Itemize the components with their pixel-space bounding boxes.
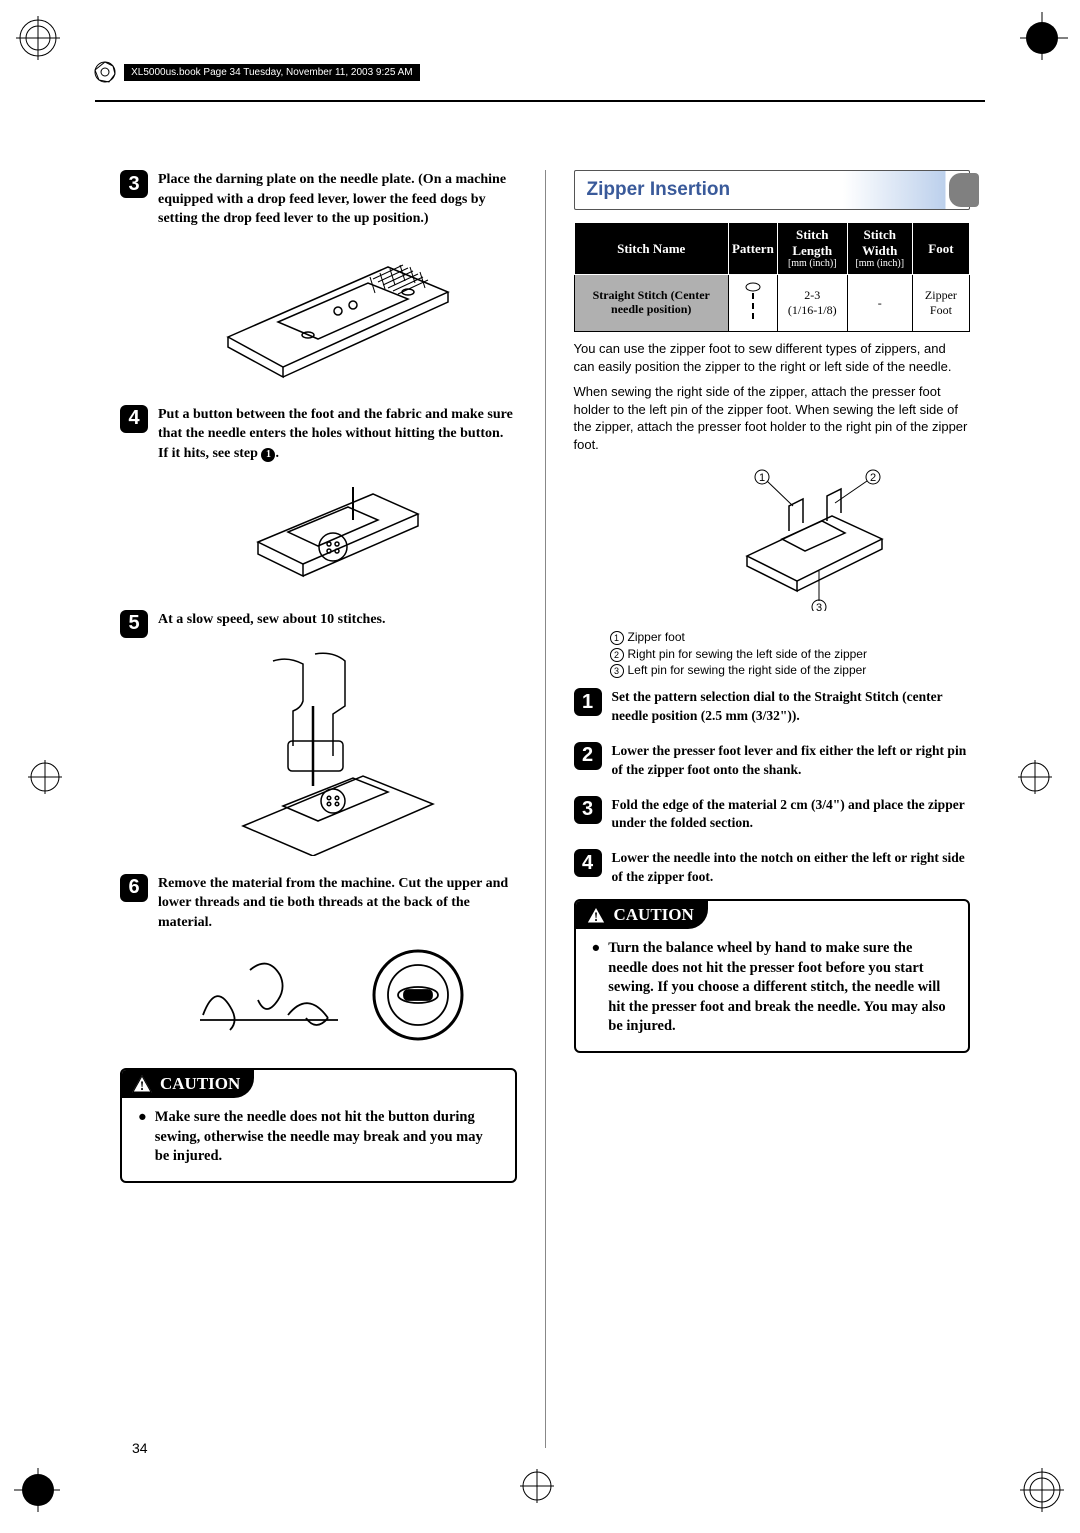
warning-icon: !	[132, 1075, 152, 1093]
left-caution-text: Make sure the needle does not hit the bu…	[155, 1108, 499, 1167]
step-5-text: At a slow speed, sew about 10 stitches.	[158, 610, 386, 638]
step-6-badge: 6	[120, 874, 148, 902]
header-line: XL5000us.book Page 34 Tuesday, November …	[90, 60, 420, 84]
th-name: Stitch Name	[574, 223, 728, 275]
thread-tie-illustration	[160, 940, 517, 1050]
left-caution: ! CAUTION ● Make sure the needle does no…	[120, 1068, 517, 1183]
td-pattern	[728, 275, 777, 332]
step-4: 4 Put a button between the foot and the …	[120, 405, 517, 464]
left-caution-body: ● Make sure the needle does not hit the …	[122, 1098, 515, 1181]
section-tab	[949, 173, 979, 207]
page-number: 34	[132, 1440, 148, 1456]
warning-icon: !	[586, 906, 606, 924]
crop-mark-tl	[0, 0, 60, 60]
r-step-4: 4 Lower the needle into the notch on eit…	[574, 849, 971, 887]
para2: When sewing the right side of the zipper…	[574, 383, 971, 453]
r-step-4-text: Lower the needle into the notch on eithe…	[612, 849, 971, 887]
th-length: Stitch Length[mm (inch)]	[777, 223, 847, 275]
r-step-1-badge: 1	[574, 688, 602, 716]
th-width: Stitch Width[mm (inch)]	[847, 223, 912, 275]
button-foot-illustration	[160, 472, 517, 592]
r-step-1: 1 Set the pattern selection dial to the …	[574, 688, 971, 726]
right-caution-body: ● Turn the balance wheel by hand to make…	[576, 929, 969, 1051]
td-length: 2-3 (1/16-1/8)	[777, 275, 847, 332]
left-caution-title: CAUTION	[160, 1074, 240, 1094]
left-caution-header: ! CAUTION	[122, 1070, 254, 1098]
svg-text:2: 2	[870, 472, 876, 484]
r-step-3-badge: 3	[574, 796, 602, 824]
zipper-foot-illustration: 1 2 3	[644, 461, 971, 611]
legend-1: Zipper foot	[628, 630, 685, 644]
crosshair-bottom	[520, 1469, 554, 1508]
right-caution-title: CAUTION	[614, 905, 694, 925]
step-4-text: Put a button between the foot and the fa…	[158, 405, 517, 464]
step-4-badge: 4	[120, 405, 148, 433]
section-title: Zipper Insertion	[575, 171, 970, 209]
right-caution: ! CAUTION ● Turn the balance wheel by ha…	[574, 899, 971, 1053]
bullet-dot: ●	[138, 1108, 147, 1167]
th-foot: Foot	[912, 223, 969, 275]
r-step-4-badge: 4	[574, 849, 602, 877]
left-column: 3 Place the darning plate on the needle …	[120, 170, 517, 1448]
step-4-main: Put a button between the foot and the fa…	[158, 407, 513, 461]
step-6-text: Remove the material from the machine. Cu…	[158, 874, 517, 933]
crop-mark-br	[1020, 1468, 1080, 1528]
svg-text:1: 1	[759, 472, 765, 484]
td-width: -	[847, 275, 912, 332]
header-text: XL5000us.book Page 34 Tuesday, November …	[124, 64, 420, 81]
darning-plate-illustration	[160, 237, 517, 387]
column-divider	[545, 170, 546, 1448]
td-name: Straight Stitch (Center needle position)	[574, 275, 728, 332]
svg-text:3: 3	[816, 602, 822, 611]
r-step-2: 2 Lower the presser foot lever and fix e…	[574, 742, 971, 780]
section-title-wrap: Zipper Insertion	[574, 170, 971, 210]
legend-3: Left pin for sewing the right side of th…	[628, 663, 867, 677]
bullet-dot: ●	[592, 939, 601, 1037]
step-5: 5 At a slow speed, sew about 10 stitches…	[120, 610, 517, 638]
right-column: Zipper Insertion Stitch Name Pattern Sti…	[574, 170, 971, 1448]
spec-table: Stitch Name Pattern Stitch Length[mm (in…	[574, 222, 971, 332]
legend: 1Zipper foot 2Right pin for sewing the l…	[574, 629, 971, 678]
step-6: 6 Remove the material from the machine. …	[120, 874, 517, 933]
content: 3 Place the darning plate on the needle …	[120, 170, 970, 1448]
r-step-3-text: Fold the edge of the material 2 cm (3/4"…	[612, 796, 971, 834]
legend-2: Right pin for sewing the left side of th…	[628, 647, 867, 661]
right-caution-header: ! CAUTION	[576, 901, 708, 929]
r-step-2-text: Lower the presser foot lever and fix eit…	[612, 742, 971, 780]
step-3: 3 Place the darning plate on the needle …	[120, 170, 517, 229]
step-4-end: .	[275, 446, 279, 461]
svg-text:!: !	[593, 909, 597, 924]
step-3-badge: 3	[120, 170, 148, 198]
sewing-illustration	[160, 646, 517, 856]
right-caution-text: Turn the balance wheel by hand to make s…	[608, 939, 952, 1037]
r-step-3: 3 Fold the edge of the material 2 cm (3/…	[574, 796, 971, 834]
r-step-1-text: Set the pattern selection dial to the St…	[612, 688, 971, 726]
crosshair-right	[1018, 760, 1052, 799]
crop-mark-tr	[1020, 0, 1080, 60]
straight-stitch-icon	[743, 281, 763, 321]
td-foot: Zipper Foot	[912, 275, 969, 332]
r-step-2-badge: 2	[574, 742, 602, 770]
step-5-badge: 5	[120, 610, 148, 638]
para1: You can use the zipper foot to sew diffe…	[574, 340, 971, 375]
th-pattern: Pattern	[728, 223, 777, 275]
crop-mark-bl	[0, 1468, 60, 1528]
crosshair-left	[28, 760, 62, 799]
step-4-ref: 1	[261, 448, 275, 462]
step-3-text: Place the darning plate on the needle pl…	[158, 170, 517, 229]
top-rule	[95, 100, 985, 102]
svg-text:!: !	[140, 1078, 144, 1093]
